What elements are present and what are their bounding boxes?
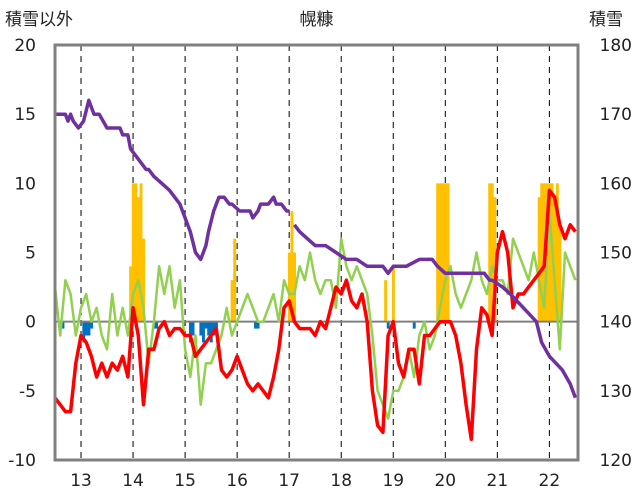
orange-bar (287, 252, 291, 322)
left-tick-label: 5 (25, 244, 36, 264)
plot-frame (53, 43, 580, 462)
blue-bar (84, 321, 88, 336)
blue-bar (254, 321, 257, 329)
orange-bar (488, 183, 492, 322)
blue-bar (61, 321, 65, 329)
orange-bar (548, 183, 551, 322)
line-series (53, 98, 578, 442)
orange-bar (384, 280, 388, 322)
orange-bar (493, 197, 497, 322)
blue-bar (199, 321, 203, 336)
right-tick-label: 120 (600, 451, 632, 471)
vertical-grid-lines (80, 45, 550, 460)
blue-bar (215, 321, 218, 329)
x-tick-label: 14 (122, 471, 144, 491)
orange-bar (553, 197, 557, 322)
blue-bar (90, 321, 94, 329)
orange-bar (436, 183, 440, 322)
right-tick-label: 130 (600, 382, 632, 402)
x-tick-label: 20 (434, 471, 456, 491)
orange-bar (391, 266, 395, 322)
blue-bar (209, 321, 213, 343)
orange-bar (230, 280, 234, 322)
left-tick-label: -10 (8, 451, 36, 471)
snow-depth-line (55, 98, 578, 399)
x-tick-label: 21 (487, 471, 509, 491)
blue-bar (204, 321, 208, 329)
right-tick-label: 160 (600, 174, 632, 194)
orange-bar (131, 183, 135, 322)
left-tick-label: 10 (14, 174, 36, 194)
orange-bar (558, 224, 562, 322)
orange-bar (129, 266, 133, 322)
orange-bar (441, 183, 445, 322)
blue-bar (202, 321, 205, 343)
x-tick-label: 17 (278, 471, 300, 491)
blue-bar (82, 321, 86, 343)
x-tick-label: 19 (382, 471, 404, 491)
blue-bar (155, 321, 159, 329)
blue-bar (207, 321, 211, 336)
chart-title: 幌糠 (300, 9, 334, 30)
orange-bar (134, 183, 138, 322)
x-tick-label: 16 (226, 471, 248, 491)
temperature-line (53, 188, 577, 442)
blue-bar (212, 321, 216, 336)
orange-bar (290, 211, 294, 322)
left-tick-label: 0 (25, 313, 36, 333)
right-tick-label: 170 (600, 105, 632, 125)
blue-bar (87, 321, 91, 336)
x-tick-label: 18 (330, 471, 352, 491)
orange-bar (490, 183, 494, 322)
right-tick-label: 140 (600, 313, 632, 333)
blue-bar (191, 321, 195, 336)
orange-bar (540, 183, 544, 322)
axis-labels: 幌糠 積雪以外 積雪 20 15 10 5 0 -5 -10 180 170 160 150 140 1… (5, 9, 632, 491)
orange-bar (233, 238, 237, 322)
x-tick-label: 13 (70, 471, 92, 491)
blue-bar (386, 321, 390, 329)
blue-bar (256, 321, 260, 329)
left-tick-label: -5 (19, 382, 36, 402)
orange-bar (136, 197, 140, 322)
left-tick-label: 20 (14, 36, 36, 56)
orange-bar (446, 183, 450, 322)
left-tick-label: 15 (14, 105, 36, 125)
orange-bar (139, 183, 143, 322)
orange-bar (142, 238, 146, 322)
right-tick-label: 150 (600, 244, 632, 264)
orange-bar (443, 183, 447, 322)
orange-bar (537, 197, 541, 322)
blue-bar (189, 321, 192, 343)
left-axis-title: 積雪以外 (5, 10, 73, 30)
right-axis-title: 積雪 (589, 10, 623, 30)
x-tick-label: 15 (174, 471, 196, 491)
orange-bar (438, 183, 442, 322)
blue-bar (412, 321, 416, 329)
green-series-line (53, 209, 577, 420)
orange-bar (555, 183, 559, 322)
x-tick-label: 22 (539, 471, 561, 491)
right-tick-label: 180 (600, 36, 632, 56)
